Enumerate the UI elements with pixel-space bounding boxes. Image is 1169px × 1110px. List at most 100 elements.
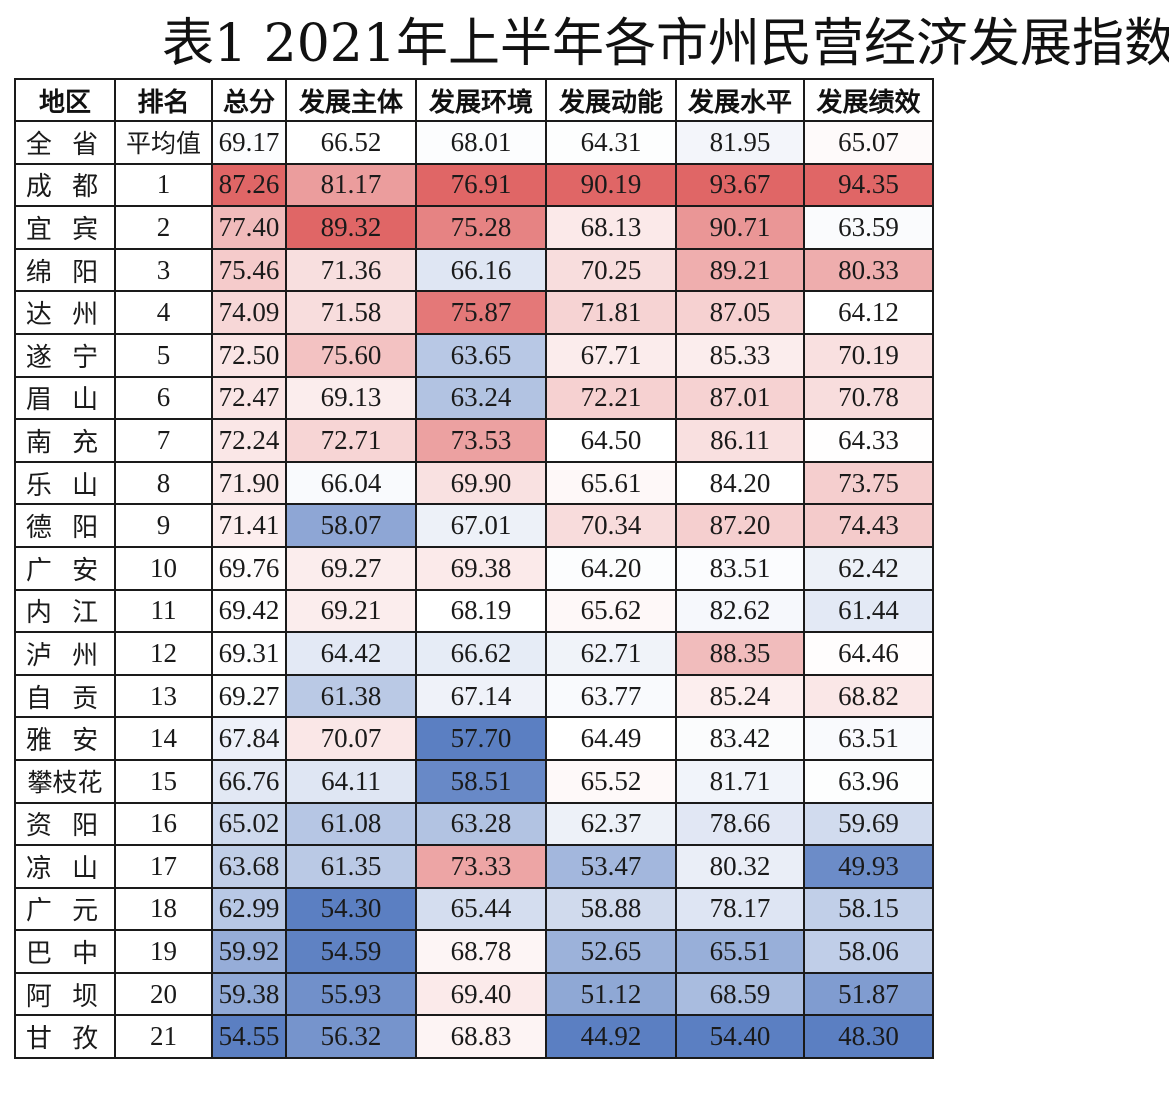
score-cell: 93.67	[675, 162, 805, 208]
bottom-edge-text-fragment	[0, 1102, 1169, 1110]
rank-cell: 9	[114, 503, 213, 548]
score-cell: 68.13	[545, 205, 677, 250]
total-score-cell: 75.46	[211, 247, 287, 293]
score-cell: 68.82	[803, 673, 934, 719]
score-cell: 75.87	[415, 290, 547, 335]
table-row: 眉 山 6 72.47 69.13 63.24 72.21 87.01 70.78	[14, 375, 934, 421]
table-row: 宜 宾 2 77.40 89.32 75.28 68.13 90.71 63.59	[14, 205, 934, 250]
total-score-cell: 87.26	[211, 162, 287, 208]
score-cell: 78.17	[675, 886, 805, 932]
score-cell: 83.51	[675, 545, 805, 591]
total-score-cell: 71.90	[211, 460, 287, 506]
rank-cell: 6	[114, 375, 213, 421]
score-cell: 51.87	[803, 971, 934, 1017]
rank-cell: 17	[114, 844, 213, 889]
region-cell: 德 阳	[14, 503, 116, 548]
column-header-level: 发展水平	[675, 78, 805, 122]
region-cell: 资 阳	[14, 801, 116, 847]
score-cell: 89.21	[675, 247, 805, 293]
total-score-cell: 74.09	[211, 290, 287, 335]
score-cell: 73.33	[415, 844, 547, 889]
rank-cell: 2	[114, 205, 213, 250]
score-cell: 81.95	[675, 120, 805, 165]
score-cell: 66.52	[285, 120, 417, 165]
score-cell: 54.40	[675, 1014, 805, 1060]
score-cell: 64.42	[285, 631, 417, 676]
table-row: 凉 山 17 63.68 61.35 73.33 53.47 80.32 49.93	[14, 844, 934, 889]
score-cell: 53.47	[545, 844, 677, 889]
score-cell: 65.51	[675, 929, 805, 974]
score-cell: 58.51	[415, 758, 547, 804]
table-row: 自 贡 13 69.27 61.38 67.14 63.77 85.24 68.82	[14, 673, 934, 719]
region-cell: 广 元	[14, 886, 116, 932]
region-cell: 泸 州	[14, 631, 116, 676]
table-row: 攀枝花 15 66.76 64.11 58.51 65.52 81.71 63.96	[14, 758, 934, 804]
score-cell: 68.78	[415, 929, 547, 974]
score-cell: 63.77	[545, 673, 677, 719]
score-cell: 56.32	[285, 1014, 417, 1060]
score-cell: 58.88	[545, 886, 677, 932]
rank-cell: 21	[114, 1014, 213, 1060]
score-cell: 62.37	[545, 801, 677, 847]
rank-cell: 20	[114, 971, 213, 1017]
score-cell: 85.24	[675, 673, 805, 719]
region-cell: 自 贡	[14, 673, 116, 719]
score-cell: 64.50	[545, 418, 677, 463]
total-score-cell: 69.76	[211, 545, 287, 591]
total-score-cell: 69.42	[211, 588, 287, 634]
total-score-cell: 54.55	[211, 1014, 287, 1060]
score-cell: 48.30	[803, 1014, 934, 1060]
score-cell: 87.05	[675, 290, 805, 335]
score-cell: 94.35	[803, 162, 934, 208]
rank-cell: 1	[114, 162, 213, 208]
score-cell: 63.96	[803, 758, 934, 804]
total-score-cell: 72.50	[211, 332, 287, 378]
rank-cell: 4	[114, 290, 213, 335]
score-cell: 88.35	[675, 631, 805, 676]
score-cell: 73.53	[415, 418, 547, 463]
score-cell: 81.17	[285, 162, 417, 208]
table-row: 绵 阳 3 75.46 71.36 66.16 70.25 89.21 80.33	[14, 247, 934, 293]
column-header-region: 地区	[14, 78, 116, 122]
rank-cell: 7	[114, 418, 213, 463]
score-cell: 64.46	[803, 631, 934, 676]
score-cell: 67.71	[545, 332, 677, 378]
score-cell: 81.71	[675, 758, 805, 804]
region-cell: 全 省	[14, 120, 116, 165]
score-cell: 90.71	[675, 205, 805, 250]
table-row: 资 阳 16 65.02 61.08 63.28 62.37 78.66 59.69	[14, 801, 934, 847]
column-header-environment: 发展环境	[415, 78, 547, 122]
region-cell: 成 都	[14, 162, 116, 208]
region-cell: 眉 山	[14, 375, 116, 421]
score-cell: 61.44	[803, 588, 934, 634]
score-cell: 51.12	[545, 971, 677, 1017]
score-cell: 66.04	[285, 460, 417, 506]
score-cell: 89.32	[285, 205, 417, 250]
score-cell: 65.61	[545, 460, 677, 506]
table-row: 全 省平均值 69.17 66.52 68.01 64.31 81.95 65.07	[14, 120, 934, 165]
total-score-cell: 59.38	[211, 971, 287, 1017]
region-cell: 广 安	[14, 545, 116, 591]
score-cell: 63.24	[415, 375, 547, 421]
score-cell: 69.27	[285, 545, 417, 591]
column-header-performance: 发展绩效	[803, 78, 934, 122]
score-cell: 68.01	[415, 120, 547, 165]
score-cell: 52.65	[545, 929, 677, 974]
score-cell: 68.59	[675, 971, 805, 1017]
score-cell: 71.81	[545, 290, 677, 335]
total-score-cell: 65.02	[211, 801, 287, 847]
score-cell: 83.42	[675, 716, 805, 761]
total-score-cell: 62.99	[211, 886, 287, 932]
score-cell: 58.15	[803, 886, 934, 932]
total-score-cell: 69.27	[211, 673, 287, 719]
rank-cell: 12	[114, 631, 213, 676]
development-index-table: 地区 排名 总分 发展主体 发展环境 发展动能 发展水平 发展绩效 全 省平均值…	[14, 78, 934, 1060]
score-cell: 64.33	[803, 418, 934, 463]
rank-cell: 14	[114, 716, 213, 761]
region-cell: 遂 宁	[14, 332, 116, 378]
score-cell: 61.35	[285, 844, 417, 889]
region-cell: 乐 山	[14, 460, 116, 506]
score-cell: 69.90	[415, 460, 547, 506]
score-cell: 63.59	[803, 205, 934, 250]
score-cell: 66.62	[415, 631, 547, 676]
